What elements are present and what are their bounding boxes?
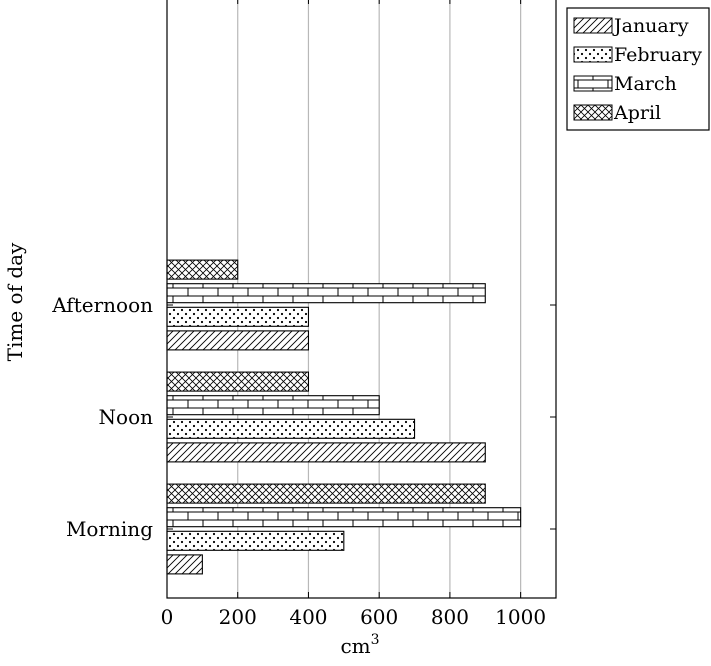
x-tick-label: 400 [289,605,327,629]
bar-march-afternoon [166,283,486,304]
x-tick-labels: 0 200 400 600 800 1000 [161,605,546,629]
x-axis-label: cm3 [340,632,379,658]
legend-label-february: February [614,44,702,66]
y-axis-label: Time of day [3,242,27,361]
legend: January February March April [566,7,710,131]
x-tick-label: 800 [431,605,469,629]
bar-february-morning [166,530,345,551]
legend-label-april: April [613,102,661,124]
bar-march-noon [166,395,380,416]
legend-swatch-february [573,46,613,63]
bar-april-afternoon [166,259,239,280]
legend-swatch-january [573,17,613,34]
x-axis-label-superscript: 3 [371,632,380,648]
bar-february-afternoon [166,306,310,327]
x-tick-label: 0 [161,605,174,629]
bar-january-noon [166,442,486,463]
bars [166,259,522,575]
y-tick-labels: Morning Noon Afternoon [51,293,153,541]
x-axis-label-text: cm [340,634,370,658]
bar-march-morning [166,507,522,528]
legend-items: January February March April [573,15,702,124]
x-tick-label: 1000 [495,605,546,629]
legend-label-january: January [612,15,689,37]
bar-february-noon [166,418,416,439]
x-tick-label: 200 [219,605,257,629]
bar-april-noon [166,371,310,392]
plot-frame [166,0,557,599]
legend-label-march: March [614,73,677,95]
y-tick-label: Noon [99,405,154,429]
bar-april-morning [166,483,486,504]
legend-swatch-april [573,104,613,121]
bar-january-afternoon [166,330,310,351]
x-tick-label: 600 [360,605,398,629]
y-tick-label: Morning [66,517,153,541]
bar-january-morning [166,554,203,575]
y-tick-label: Afternoon [51,293,153,317]
legend-swatch-march [573,75,613,92]
